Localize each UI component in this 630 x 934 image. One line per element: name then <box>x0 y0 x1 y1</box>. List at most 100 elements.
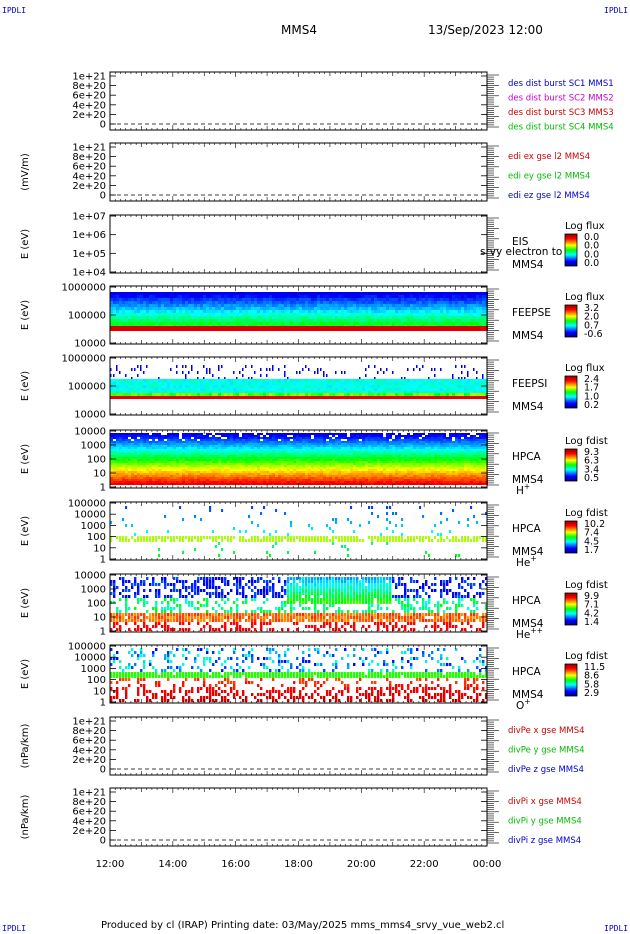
y-tick-label: 100 <box>87 599 106 610</box>
legend-entry: divPi x gse MMS4 <box>508 797 582 807</box>
panel-hpca_he2 <box>109 573 578 633</box>
spacecraft-label: MMS4 <box>512 546 544 558</box>
panel-feepse <box>109 285 578 345</box>
legend-entry: divPe z gse MMS4 <box>508 765 584 775</box>
legend-entry: divPe y gse MMS4 <box>508 746 585 756</box>
instrument-label: HPCA <box>512 523 542 535</box>
colorbar-tick-label: 1.7 <box>584 545 599 556</box>
y-axis-label: E (eV) <box>20 516 31 546</box>
y-tick-label: 1e+21 <box>72 143 106 154</box>
y-tick-label: 10000 <box>74 410 106 421</box>
y-tick-label: 100 <box>87 675 106 686</box>
legend-entry: divPi z gse MMS4 <box>508 836 581 846</box>
time-tick-label: 00:00 <box>473 859 502 870</box>
colorbar-tick-label: 11.5 <box>584 662 605 673</box>
colorbar-tick-label: 4.2 <box>584 608 599 619</box>
panel-feepsi <box>109 356 578 416</box>
colorbar-tick-label: 9.3 <box>584 447 599 458</box>
legend-entry: des dist burst SC2 MMS2 <box>508 94 614 104</box>
y-tick-label: 2e+20 <box>72 755 106 766</box>
colorbar-tick-label: 8.6 <box>584 671 599 682</box>
colorbar-title: Log flux <box>565 292 605 303</box>
y-tick-label: 100 <box>87 532 106 543</box>
colorbar-title: Log fdist <box>565 508 608 519</box>
colorbar-tick-label: 0.0 <box>584 249 599 260</box>
spacecraft-label: MMS4 <box>512 474 544 486</box>
legend-entry: divPe x gse MMS4 <box>508 726 585 736</box>
colorbar <box>564 448 578 482</box>
spacecraft-label: MMS4 <box>512 259 544 271</box>
y-tick-label: 6e+20 <box>72 162 106 173</box>
colorbar-tick-label: 7.4 <box>584 528 599 539</box>
y-tick-label: 1000 <box>81 664 106 675</box>
y-tick-label: 0 <box>100 836 106 847</box>
y-tick-label: 100000 <box>68 311 106 322</box>
y-tick-label: 10000 <box>74 510 106 521</box>
panel-frame <box>109 501 488 561</box>
panel-divpe <box>109 716 499 776</box>
y-axis-label: E (eV) <box>20 659 31 689</box>
colorbar-tick-label: 1.0 <box>584 391 599 402</box>
instrument-label: FEEPSI <box>512 378 547 390</box>
y-tick-label: 8e+20 <box>72 797 106 808</box>
colorbar <box>564 663 578 697</box>
colorbar-title: Log fdist <box>565 580 608 591</box>
y-tick-label: 0 <box>100 120 106 131</box>
legend-entry: edi ez gse l2 MMS4 <box>508 191 590 201</box>
y-tick-label: 10000 <box>74 427 106 438</box>
panel-frame <box>109 716 488 776</box>
panel-frame <box>109 644 488 704</box>
panel-divpi <box>109 787 499 847</box>
panel-frame <box>109 142 488 202</box>
spacecraft-label: MMS4 <box>512 618 544 630</box>
time-tick-label: 12:00 <box>96 859 125 870</box>
legend-entry: edi ex gse l2 MMS4 <box>508 152 590 162</box>
colorbar-tick-label: 4.5 <box>584 536 599 547</box>
y-tick-label: 1e+21 <box>72 72 106 83</box>
colorbar-tick-label: 0.7 <box>584 320 599 331</box>
y-axis-label: E (eV) <box>20 444 31 474</box>
panel-edi <box>109 142 499 202</box>
corner-label-bottom-right: IPDLI <box>604 924 629 933</box>
panel-frame <box>109 71 488 131</box>
y-axis-label: (nPa/km) <box>20 795 31 840</box>
y-tick-label: 100000 <box>68 642 106 653</box>
overlay-label: srvy electron to <box>480 246 562 258</box>
y-tick-label: 100000 <box>68 499 106 510</box>
y-tick-label: 1 <box>100 483 106 494</box>
time-tick-label: 16:00 <box>221 859 250 870</box>
corner-label-top-left: IPDLI <box>2 6 27 15</box>
spacecraft-label: MMS4 <box>512 330 544 342</box>
y-tick-label: 2e+20 <box>72 110 106 121</box>
colorbar-tick-label: 3.4 <box>584 464 599 475</box>
legend-entry: divPi y gse MMS4 <box>508 817 582 827</box>
species-label: O+ <box>516 697 531 712</box>
y-tick-label: 8e+20 <box>72 81 106 92</box>
y-axis-label: E (eV) <box>20 371 31 401</box>
y-tick-label: 4e+20 <box>72 171 106 182</box>
species-label: He++ <box>516 626 543 641</box>
y-tick-label: 1000000 <box>61 283 106 294</box>
panel-eis <box>109 214 578 274</box>
panel-hpca_he1 <box>109 501 578 561</box>
panel-frame <box>109 787 488 847</box>
corner-label-top-right: IPDLI <box>604 6 629 15</box>
y-tick-label: 10000 <box>74 339 106 350</box>
colorbar-tick-label: 0.0 <box>584 258 599 269</box>
y-axis-label: (nPa/km) <box>20 724 31 769</box>
y-tick-label: 1000 <box>81 521 106 532</box>
colorbar-tick-label: 7.1 <box>584 600 599 611</box>
y-tick-label: 8e+20 <box>72 152 106 163</box>
time-tick-label: 14:00 <box>158 859 187 870</box>
legend-entry: des dist burst SC3 MMS3 <box>508 108 614 118</box>
colorbar-tick-label: 6.3 <box>584 456 599 467</box>
colorbar-title: Log flux <box>565 221 605 232</box>
instrument-label: HPCA <box>512 451 542 463</box>
colorbar-tick-label: 0.2 <box>584 400 599 411</box>
colorbar-tick-label: 0.0 <box>584 241 599 252</box>
y-tick-label: 1e+07 <box>72 212 106 223</box>
species-label: H+ <box>516 482 530 497</box>
y-tick-label: 1e+04 <box>72 268 106 279</box>
colorbar-tick-label: 5.8 <box>584 679 599 690</box>
